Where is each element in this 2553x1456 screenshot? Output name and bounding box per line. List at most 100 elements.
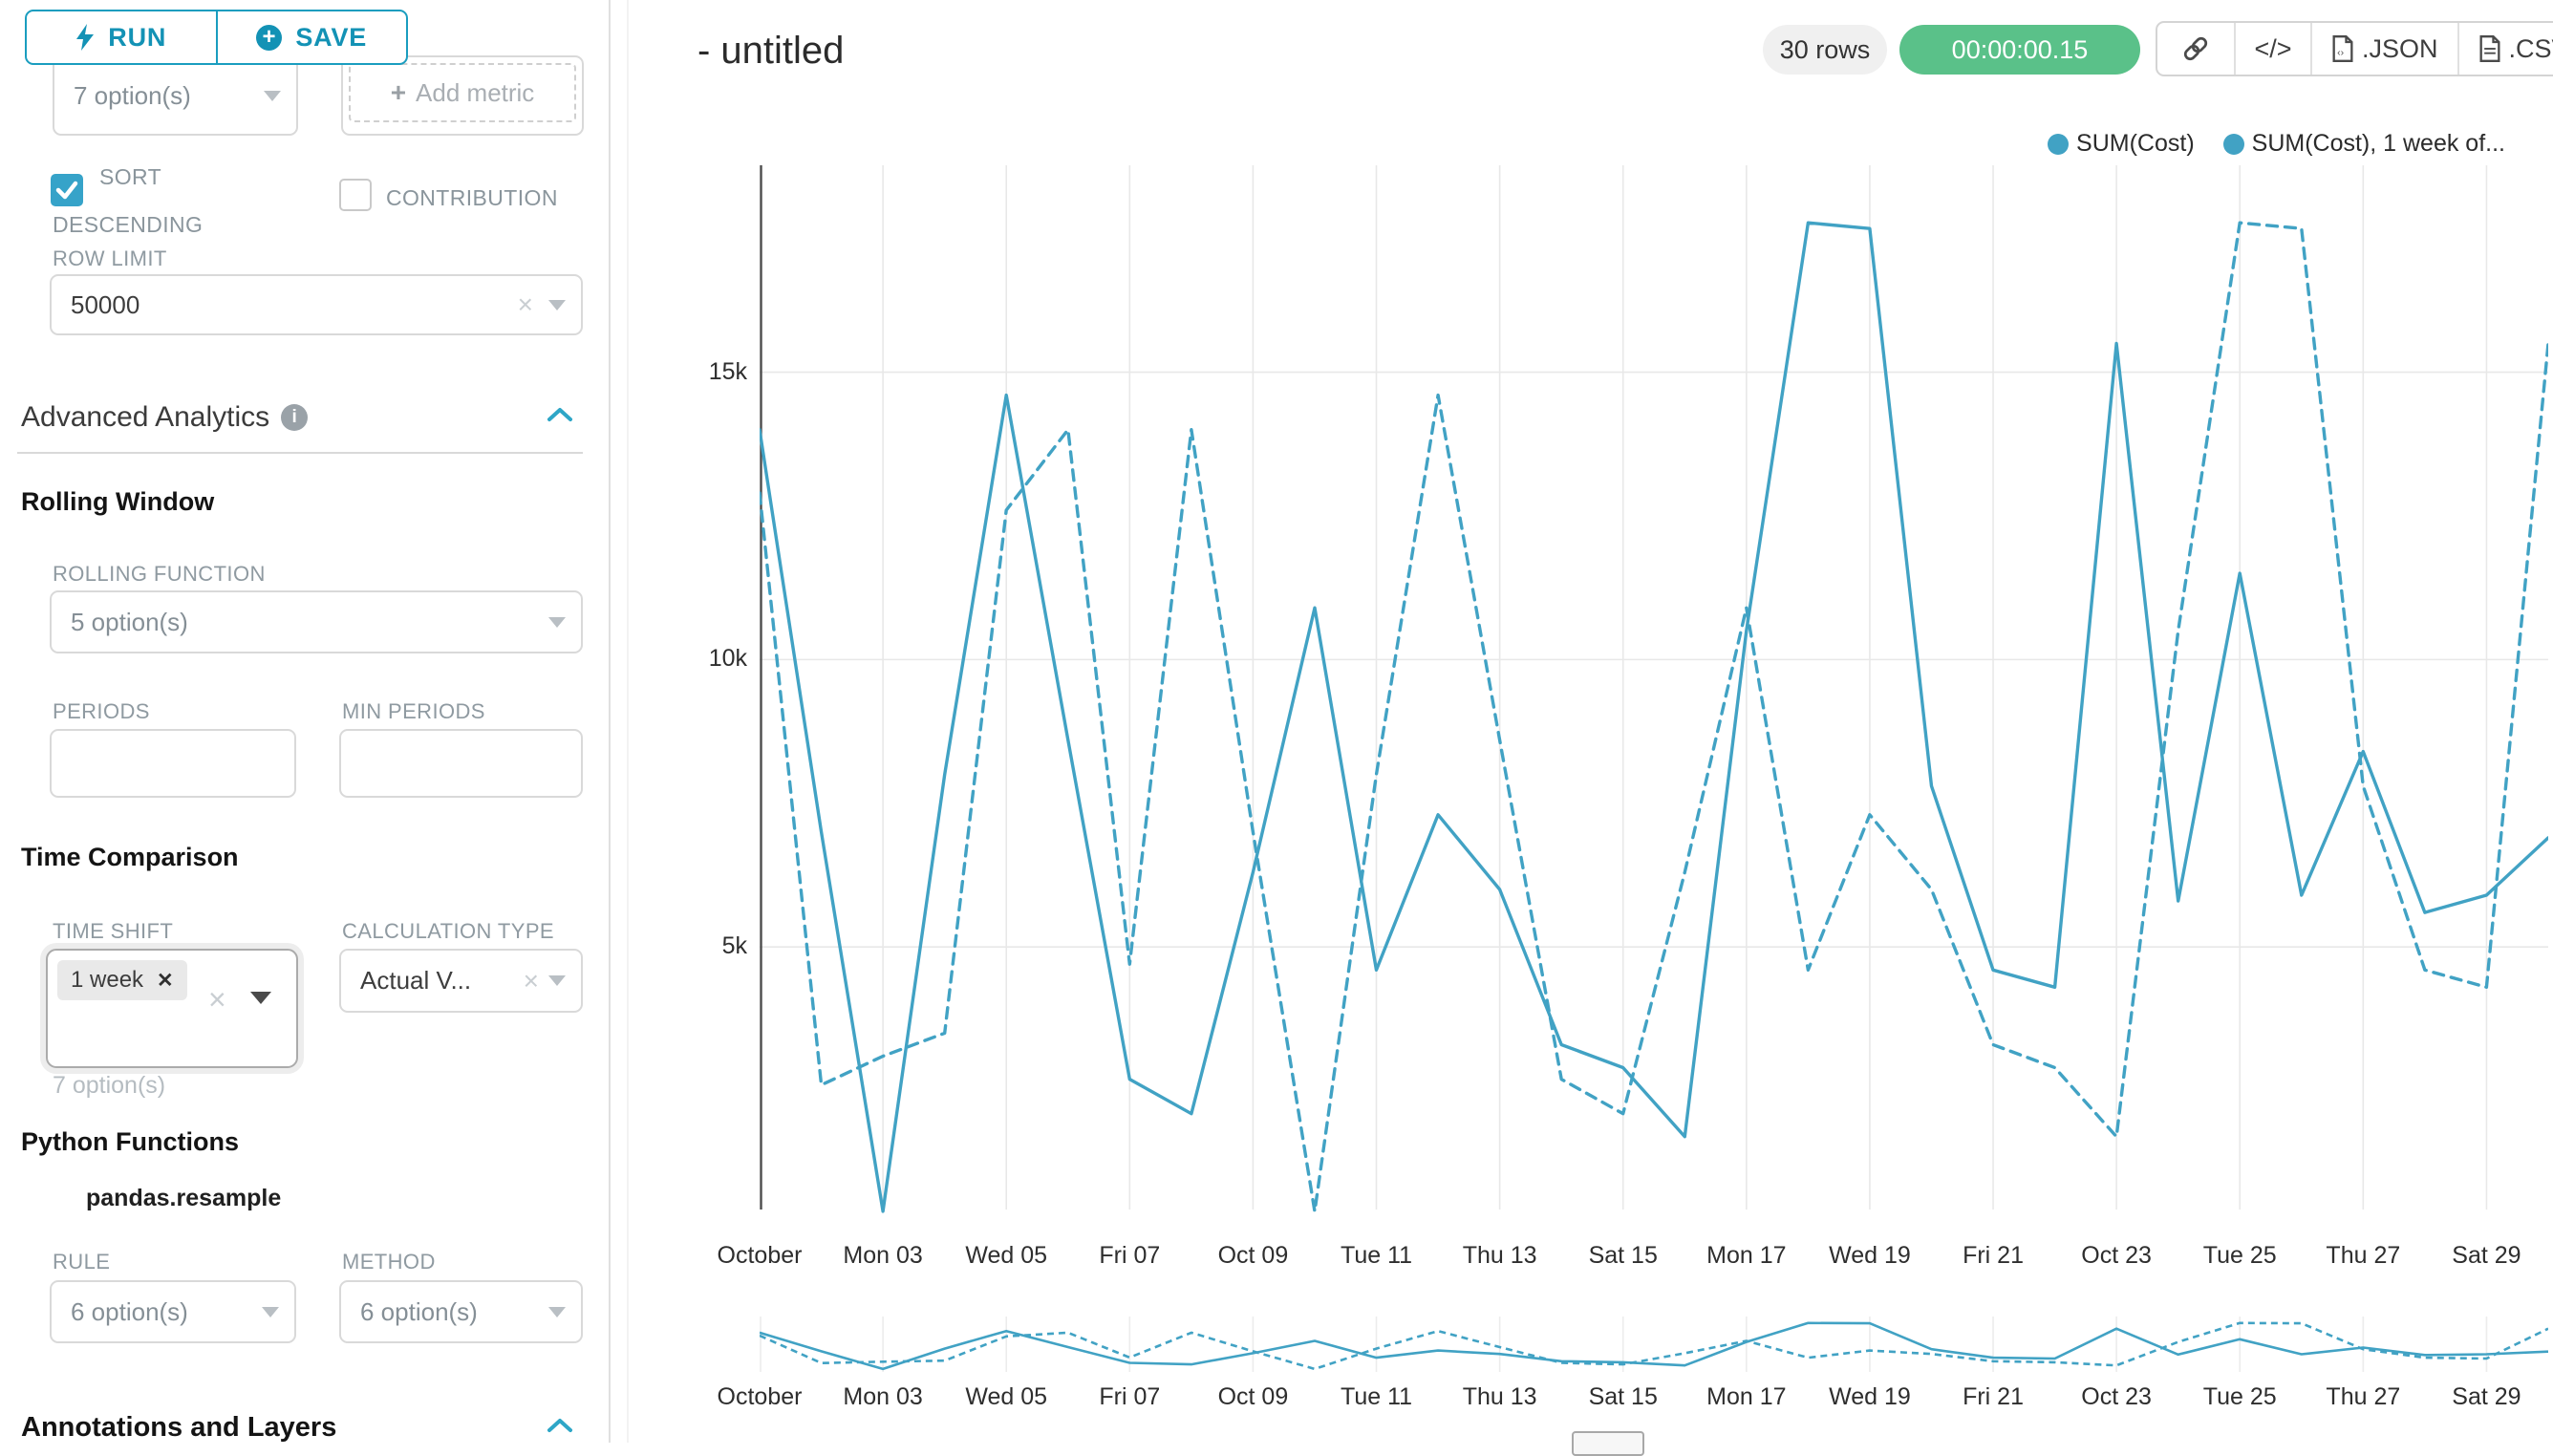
x-tick-label: Mon 17 (1706, 1242, 1787, 1269)
run-button-label: RUN (108, 22, 167, 52)
legend-dot-icon (2222, 133, 2244, 155)
chevron-down-icon (548, 1306, 566, 1317)
chart-title[interactable]: - untitled (697, 30, 845, 72)
x-tick-label: Mon 03 (843, 1242, 923, 1269)
calculation-type-select[interactable]: Actual V... × (339, 949, 583, 1013)
series-dashed (760, 221, 2548, 1213)
run-save-button-group: RUN + SAVE (25, 10, 408, 65)
chevron-down-icon (264, 90, 281, 101)
x-tick-label: Oct 09 (1217, 1242, 1289, 1269)
rows-badge: 30 rows (1763, 25, 1887, 75)
chevron-down-icon (548, 299, 566, 310)
annotations-header[interactable]: Annotations and Layers (21, 1412, 336, 1444)
mini-x-tick-label: Wed 19 (1829, 1383, 1911, 1410)
clear-icon[interactable]: × (517, 289, 533, 319)
periods-label: PERIODS (53, 699, 150, 723)
contribution-checkbox[interactable] (339, 179, 372, 211)
advanced-analytics-header[interactable]: Advanced Analytics i (21, 401, 309, 434)
info-icon: i (281, 404, 309, 431)
range-selector-chart[interactable] (760, 1317, 2548, 1374)
legend-item-sum-cost-offset[interactable]: SUM(Cost), 1 week of... (2222, 130, 2505, 158)
lightning-bolt-icon (76, 24, 95, 51)
metric-select[interactable]: 7 option(s) (53, 55, 298, 136)
y-tick-label: 5k (721, 932, 747, 960)
check-icon (55, 181, 78, 200)
mini-x-tick-label: Mon 03 (843, 1383, 923, 1410)
time-shift-tag-label: 1 week (71, 967, 144, 993)
embed-code-button[interactable]: </> (2234, 23, 2310, 75)
plus-circle-icon: + (256, 24, 283, 51)
json-label: .JSON (2362, 33, 2438, 63)
pandas-resample-label: pandas.resample (86, 1185, 282, 1211)
min-periods-label: MIN PERIODS (342, 699, 485, 723)
link-icon (2183, 36, 2208, 61)
chevron-down-icon (548, 975, 566, 986)
rolling-function-label: ROLLING FUNCTION (53, 562, 266, 586)
x-tick-label: Sat 29 (2452, 1242, 2521, 1269)
x-tick-label: Fri 07 (1099, 1242, 1161, 1269)
timer-badge: 00:00:00.15 (1899, 25, 2140, 75)
metric-select-value: 7 option(s) (74, 80, 191, 110)
add-metric-select[interactable] (341, 55, 584, 136)
legend-item-sum-cost[interactable]: SUM(Cost) (2048, 130, 2195, 158)
export-json-button[interactable]: ‹› .JSON (2310, 23, 2457, 75)
series-solid (760, 221, 2548, 1213)
advanced-analytics-title: Advanced Analytics (21, 401, 270, 433)
add-metric-button[interactable]: + Add metric (349, 63, 576, 122)
sort-descending-checkbox[interactable] (51, 174, 83, 206)
annotations-title: Annotations and Layers (21, 1412, 337, 1443)
clear-icon[interactable]: × (523, 965, 539, 996)
x-tick-label: Tue 25 (2202, 1242, 2277, 1269)
x-tick-label: Tue 11 (1340, 1242, 1413, 1269)
rolling-window-title: Rolling Window (21, 487, 215, 516)
mini-x-tick-label: Thu 13 (1462, 1383, 1537, 1410)
json-file-icon: ‹› (2332, 35, 2353, 62)
csv-file-icon (2479, 35, 2500, 62)
export-csv-button[interactable]: .CSV (2456, 23, 2553, 75)
save-button-label: SAVE (295, 22, 368, 52)
mini-x-tick-label: Fri 21 (1963, 1383, 2024, 1410)
sort-descending-label-1: SORT (99, 164, 162, 189)
chevron-down-icon[interactable] (250, 992, 271, 1004)
add-metric-label: Add metric (416, 77, 535, 107)
clear-icon[interactable]: × (208, 982, 226, 1017)
row-limit-select[interactable]: 50000 × (50, 274, 583, 335)
divider (17, 452, 583, 454)
x-tick-label: Fri 21 (1963, 1242, 2024, 1269)
chevron-down-icon (262, 1306, 279, 1317)
legend-label-1: SUM(Cost) (2076, 130, 2195, 157)
periods-input[interactable] (50, 729, 296, 798)
sort-descending-label-2: DESCENDING (53, 212, 204, 237)
save-button[interactable]: + SAVE (215, 11, 407, 63)
legend-dot-icon (2048, 133, 2070, 155)
remove-tag-icon[interactable]: ✕ (157, 969, 174, 992)
legend-label-2: SUM(Cost), 1 week of... (2251, 130, 2505, 157)
rolling-function-select[interactable]: 5 option(s) (50, 590, 583, 653)
range-selector-handle[interactable] (1572, 1431, 1644, 1456)
time-shift-label: TIME SHIFT (53, 919, 174, 943)
min-periods-input[interactable] (339, 729, 583, 798)
mini-x-tick-label: Tue 25 (2202, 1383, 2277, 1410)
mini-x-tick-label: Sat 29 (2452, 1383, 2521, 1410)
method-select[interactable]: 6 option(s) (339, 1280, 583, 1343)
x-tick-label: October (717, 1242, 803, 1269)
copy-link-button[interactable] (2157, 23, 2234, 75)
row-limit-value: 50000 (71, 289, 140, 319)
mini-x-tick-label: Wed 05 (965, 1383, 1048, 1410)
y-tick-label: 15k (708, 357, 747, 385)
chevron-up-icon[interactable] (547, 1418, 573, 1433)
control-panel: 7 option(s) + Add metric RUN + SAVE SORT… (0, 0, 609, 1443)
csv-label: .CSV (2508, 33, 2553, 63)
chevron-up-icon[interactable] (547, 407, 573, 422)
x-tick-label: Oct 23 (2081, 1242, 2152, 1269)
time-shift-helper: 7 option(s) (53, 1072, 166, 1099)
mini-x-tick-label: Tue 11 (1340, 1383, 1413, 1410)
rule-select[interactable]: 6 option(s) (50, 1280, 296, 1343)
time-comparison-title: Time Comparison (21, 843, 239, 871)
timeseries-chart[interactable] (760, 165, 2548, 1235)
run-button[interactable]: RUN (27, 11, 216, 63)
x-tick-label: Sat 15 (1588, 1242, 1658, 1269)
method-label: METHOD (342, 1250, 436, 1274)
mini-x-tick-label: Sat 15 (1588, 1383, 1658, 1410)
chevron-down-icon (548, 616, 566, 628)
